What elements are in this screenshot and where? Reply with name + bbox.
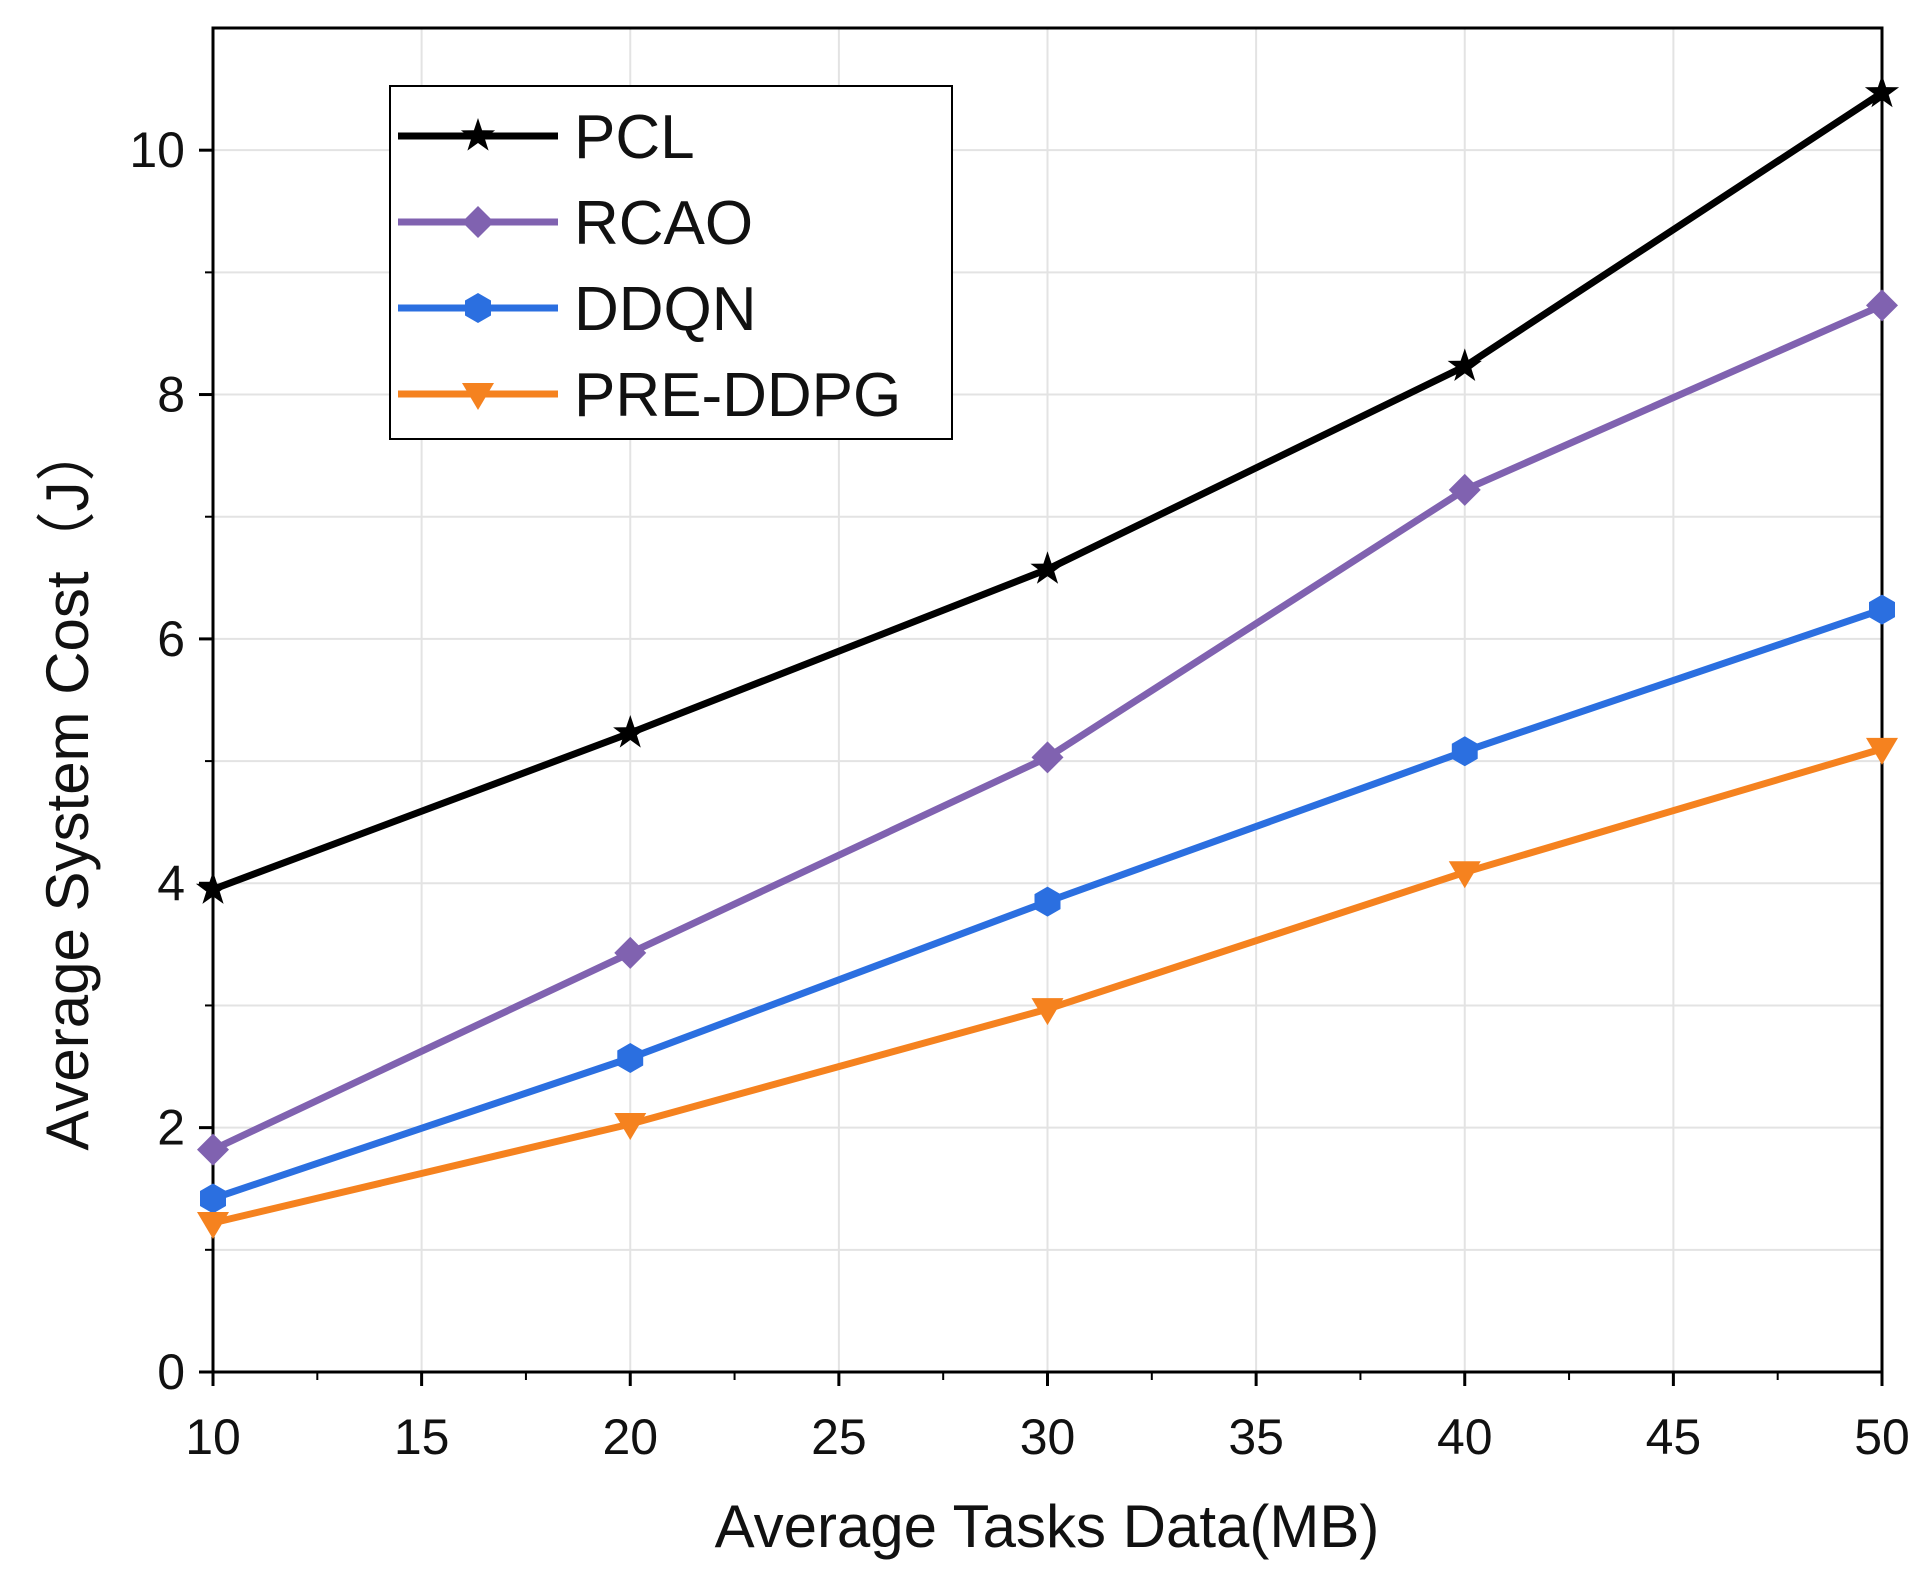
- x-tick-label: 45: [1646, 1409, 1702, 1465]
- x-tick-label: 30: [1020, 1409, 1076, 1465]
- y-tick-label: 8: [157, 367, 185, 423]
- data-point-ddqn: [617, 1043, 644, 1073]
- data-point-pre-ddpg: [1448, 861, 1481, 889]
- axes: 10 15 20 25 30 35 40 45 50 0 2 4 6 8 10: [129, 26, 1910, 1465]
- legend-marker-pcl: [460, 118, 496, 151]
- data-point-ddqn: [1451, 736, 1478, 767]
- data-point-pcl: [1864, 74, 1900, 108]
- data-point-pcl: [1447, 348, 1482, 381]
- data-point-rcao: [1031, 741, 1064, 774]
- legend-marker-rcao: [462, 206, 494, 238]
- data-point-pcl: [613, 715, 648, 748]
- data-point-rcao: [1866, 289, 1898, 322]
- data-point-pre-ddpg: [197, 1211, 229, 1239]
- grid: [213, 28, 1882, 1372]
- series-pcl: [195, 74, 1900, 904]
- x-tick-label: 20: [602, 1409, 658, 1465]
- x-tick-label: 25: [811, 1409, 867, 1465]
- x-tick-label: 50: [1854, 1409, 1910, 1465]
- y-tick-label: 10: [129, 122, 185, 178]
- y-axis-title: Average System Cost（J）: [34, 421, 101, 1150]
- x-tick-label: 10: [185, 1409, 241, 1465]
- series-rcao: [197, 289, 1898, 1166]
- y-tick-label: 2: [157, 1100, 185, 1156]
- x-axis-title: Average Tasks Data(MB): [715, 1493, 1380, 1560]
- legend-label-pre-ddpg: PRE-DDPG: [574, 361, 901, 430]
- series-ddqn: [200, 594, 1895, 1214]
- series-lines: [195, 74, 1900, 1239]
- data-point-ddqn: [1034, 886, 1061, 917]
- legend: PCL RCAO DDQN PRE-DDPG: [389, 85, 953, 440]
- series-pre-ddpg: [197, 737, 1898, 1239]
- data-point-pre-ddpg: [1031, 998, 1064, 1026]
- data-point-rcao: [197, 1133, 229, 1166]
- data-point-pre-ddpg: [1866, 737, 1898, 765]
- legend-label-pcl: PCL: [574, 103, 695, 172]
- data-point-ddqn: [200, 1183, 226, 1214]
- legend-label-rcao: RCAO: [574, 189, 753, 258]
- data-point-pre-ddpg: [614, 1112, 647, 1140]
- data-point-rcao: [614, 936, 647, 969]
- data-point-ddqn: [1869, 594, 1895, 625]
- legend-marker-pre-ddpg: [462, 383, 494, 410]
- y-tick-label: 0: [157, 1344, 185, 1400]
- x-tick-label: 35: [1228, 1409, 1284, 1465]
- y-tick-label: 6: [157, 611, 185, 667]
- data-point-pcl: [195, 871, 231, 904]
- y-tick-label: 4: [157, 855, 185, 911]
- legend-label-ddqn: DDQN: [574, 275, 757, 344]
- legend-marker-ddqn: [465, 293, 491, 323]
- x-tick-label: 40: [1437, 1409, 1493, 1465]
- data-point-rcao: [1448, 473, 1481, 506]
- data-point-pcl: [1030, 551, 1065, 584]
- x-tick-label: 15: [394, 1409, 450, 1465]
